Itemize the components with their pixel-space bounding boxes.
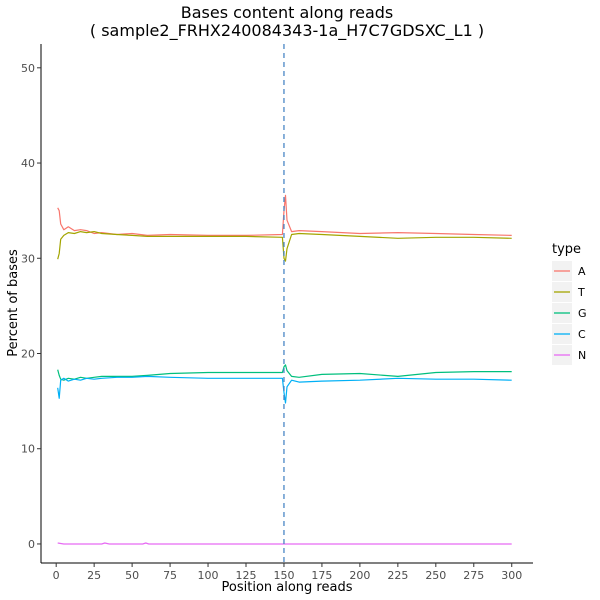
legend-item-c: C xyxy=(552,324,586,344)
legend-label: A xyxy=(578,265,586,278)
x-tick-label: 125 xyxy=(236,569,257,582)
x-ticks: 0 25 50 75 100 125 150 175 200 225 250 275 300 xyxy=(53,563,522,582)
x-tick-label: 225 xyxy=(387,569,408,582)
series-line-n xyxy=(57,542,512,545)
legend-title: type xyxy=(552,242,581,257)
x-tick-label: 0 xyxy=(53,569,60,582)
y-tick-label: 40 xyxy=(21,157,35,170)
x-tick-label: 75 xyxy=(163,569,177,582)
y-tick-label: 30 xyxy=(21,252,35,265)
legend-label: G xyxy=(578,307,587,320)
legend-item-g: G xyxy=(552,303,587,323)
x-tick-label: 100 xyxy=(198,569,219,582)
x-tick-label: 250 xyxy=(425,569,446,582)
series-line-g xyxy=(57,364,512,381)
y-ticks: 0 10 20 30 40 50 xyxy=(21,62,41,551)
x-tick-label: 175 xyxy=(311,569,332,582)
y-tick-label: 0 xyxy=(28,538,35,551)
series-line-c xyxy=(57,375,512,404)
y-tick-label: 50 xyxy=(21,62,35,75)
x-tick-label: 275 xyxy=(463,569,484,582)
series-line-t xyxy=(57,231,512,262)
x-tick-label: 50 xyxy=(125,569,139,582)
legend-item-a: A xyxy=(552,261,586,281)
x-axis-title: Position along reads xyxy=(222,580,353,595)
series-line-a xyxy=(57,194,512,236)
chart-title: Bases content along reads xyxy=(181,3,394,22)
legend-item-t: T xyxy=(552,282,585,302)
x-tick-label: 150 xyxy=(273,569,294,582)
y-tick-label: 20 xyxy=(21,347,35,360)
y-tick-label: 10 xyxy=(21,443,35,456)
x-tick-label: 200 xyxy=(349,569,370,582)
legend-label: T xyxy=(577,286,585,299)
legend-item-n: N xyxy=(552,345,586,365)
x-tick-label: 25 xyxy=(87,569,101,582)
y-axis-title: Percent of bases xyxy=(6,249,21,357)
x-tick-label: 300 xyxy=(501,569,522,582)
chart-subtitle: ( sample2_FRHX240084343-1a_H7C7GDSXC_L1 … xyxy=(90,21,484,41)
legend-label: C xyxy=(578,328,586,341)
plot-area xyxy=(57,44,512,563)
legend-label: N xyxy=(578,349,586,362)
